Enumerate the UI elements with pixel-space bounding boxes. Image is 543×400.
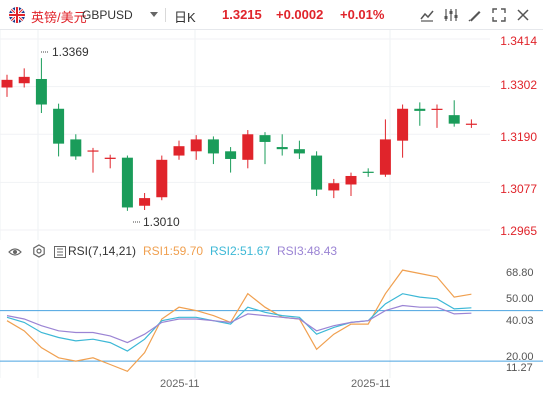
price-axis-label: 1.3077	[500, 182, 537, 196]
rsi-axis-label: 50.00	[506, 293, 534, 305]
candle-body	[104, 157, 116, 159]
chevron-down-icon[interactable]	[150, 12, 158, 17]
pair-code[interactable]: GBPUSD	[82, 8, 133, 22]
candle-body	[345, 175, 357, 185]
chart-type-icon[interactable]	[418, 6, 436, 24]
candle-body	[448, 115, 460, 124]
candle-body	[431, 108, 443, 110]
high-annotation: 1.3369	[52, 45, 89, 59]
last-price: 1.3215	[222, 7, 262, 22]
candle-body	[397, 108, 409, 141]
candle-body	[18, 76, 30, 84]
uk-flag-icon	[9, 7, 25, 23]
candle-body	[276, 147, 288, 150]
low-annotation: 1.3010	[143, 215, 180, 229]
candle-body	[1, 79, 13, 88]
rsi-axis-label: 40.03	[506, 315, 534, 327]
eye-icon[interactable]	[8, 245, 22, 263]
candle-body	[121, 157, 133, 208]
candle-body	[225, 151, 237, 159]
candle-body	[414, 108, 426, 111]
candle-body	[173, 146, 185, 156]
rsi-header: RSI(7,14,21) RSI1:59.70 RSI2:51.67 RSI3:…	[0, 241, 543, 261]
candle-body	[328, 183, 340, 191]
date-label: 2025-11	[160, 378, 200, 390]
rsi3-value: RSI3:48.43	[277, 244, 338, 258]
price-axis-label: 1.3414	[500, 34, 537, 48]
candle-body	[311, 155, 323, 190]
fullscreen-icon[interactable]	[490, 6, 508, 24]
rsi-series-line-2	[6, 293, 472, 352]
candle-body	[465, 123, 477, 125]
rsi-series-line-1	[6, 269, 472, 373]
rsi2-value: RSI2:51.67	[210, 244, 271, 258]
gear-icon[interactable]	[32, 244, 46, 263]
candle-body	[259, 135, 271, 142]
drawing-icon[interactable]	[466, 6, 484, 24]
candle-body	[379, 139, 391, 175]
pair-name[interactable]: 英镑/美元	[31, 10, 87, 25]
period-selector[interactable]: 日K	[174, 10, 196, 25]
candle-body	[207, 139, 219, 154]
price-change: +0.0002	[276, 7, 324, 22]
candle-body	[139, 198, 151, 206]
price-axis-label: 1.2965	[500, 224, 537, 238]
rsi-title[interactable]: RSI(7,14,21)	[68, 244, 137, 258]
price-axis-label: 1.3302	[500, 78, 537, 92]
rsi-series-line-3	[6, 304, 472, 344]
rsi-chart[interactable]	[0, 260, 543, 378]
candle-body	[362, 171, 374, 173]
rsi-axis-label: 68.80	[506, 267, 534, 279]
toolbar: 英镑/美元 GBPUSD 日K 1.3215 +0.0002 +0.01%	[0, 0, 543, 30]
candle-body	[293, 149, 305, 154]
settings-sliders-icon[interactable]	[442, 6, 460, 24]
candle-body	[53, 108, 65, 144]
candlestick-chart[interactable]: 1.3369 1.3010	[0, 30, 543, 240]
divider	[165, 8, 166, 22]
candle-body	[156, 159, 168, 198]
candle-body	[35, 78, 47, 105]
close-icon[interactable]	[514, 6, 532, 24]
rsi1-value: RSI1:59.70	[143, 244, 204, 258]
rsi-axis-label: 20.00	[506, 351, 534, 363]
rsi-axis-label: 11.27	[506, 362, 533, 374]
candle-body	[70, 139, 82, 157]
indicator-list-icon[interactable]	[54, 245, 66, 263]
candle-body	[242, 134, 254, 160]
candle-body	[87, 150, 99, 152]
price-change-percent: +0.01%	[340, 7, 385, 22]
date-label: 2025-11	[351, 378, 391, 390]
candle-body	[190, 139, 202, 152]
price-axis-label: 1.3190	[500, 130, 537, 144]
